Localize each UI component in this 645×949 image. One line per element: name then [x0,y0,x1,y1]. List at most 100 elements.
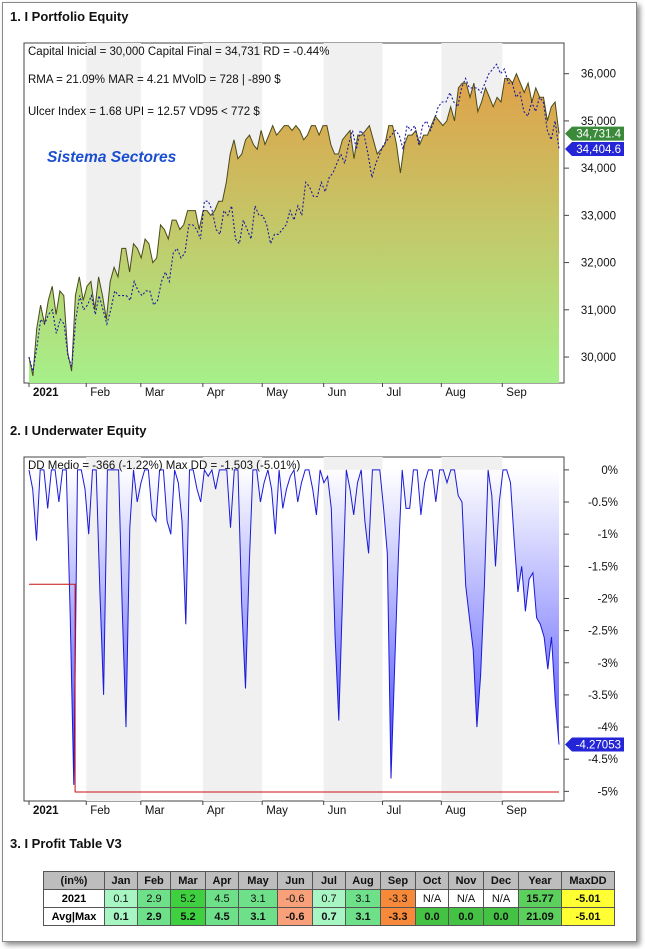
profit-table-cell: -3.3 [380,907,416,926]
profit-table-cell: N/A [415,889,449,908]
profit-table-header-cell: Oct [415,871,449,890]
underwater-section-title: 2. I Underwater Equity [10,423,147,438]
profit-table-cell: -5.01 [561,889,615,908]
profit-table-header-cell: Aug [345,871,381,890]
profit-table-header-cell: Year [518,871,562,890]
profit-table-cell: -0.6 [277,907,313,926]
equity-y-tick-label: 30,000 [581,352,616,364]
profit-table-row-label: Avg|Max [43,907,105,926]
equity-x-tick-label: Jul [387,387,402,399]
underwater-x-tick-label: Aug [445,805,465,817]
benchmark-last-value-label: 34,404.6 [565,142,624,157]
profit-table-cell: N/A [483,889,519,908]
underwater-x-tick-label: Sep [506,805,526,817]
profit-table-cell: 0.7 [312,907,346,926]
underwater-y-tick-label: 0% [601,465,618,477]
system-label: Sistema Sectores [47,149,177,166]
portfolio-equity-chart: 30,000 31,000 32,000 33,000 34,000 35,000 36,0… [23,42,624,399]
equity-y-tick-label: 34,000 [581,163,616,175]
equity-x-tick-label: 2021 [33,387,59,399]
profit-table-cell: 2.9 [137,889,171,908]
profit-table-cell: 2.9 [137,907,171,926]
profit-table-header-cell: Apr [205,871,239,890]
equity-x-tick-label: Sep [506,387,526,399]
profit-table-header-cell: May [238,871,278,890]
underwater-last-value-text: -4.27053 [576,739,621,751]
profit-table-cell: 0.7 [312,889,346,908]
profit-table-header-cell: Sep [380,871,416,890]
equity-x-tick-label: May [266,387,288,399]
profit-table-cell: 3.1 [345,889,381,908]
equity-area [29,73,559,383]
profit-table-cell: 3.1 [238,907,278,926]
profit-table-cell: -3.3 [380,889,416,908]
profit-table-cell: 0.1 [104,907,138,926]
underwater-x-tick-label: Jul [387,805,402,817]
profit-section-title: 3. I Profit Table V3 [10,836,122,851]
profit-table-header-cell: (in%) [43,871,105,890]
profit-table-header-cell: Mar [170,871,206,890]
equity-x-tick-label: Apr [207,387,225,399]
profit-table-cell: 3.1 [345,907,381,926]
equity-y-tick-label: 35,000 [581,116,616,128]
profit-table-cell: 21.09 [518,907,562,926]
equity-y-tick-label: 36,000 [581,69,616,81]
profit-table-row: 2021 0.1 2.9 5.2 4.5 3.1 -0.6 0.7 3.1 -3.3 N/A N/A N… [43,889,615,908]
equity-x-tick-label: Aug [445,387,465,399]
benchmark-last-value-text: 34,404.6 [576,144,621,156]
profit-table-cell: 0.0 [448,907,484,926]
underwater-y-tick-label: -1% [598,529,618,541]
equity-line [28,72,560,377]
profit-table-row: Avg|Max 0.1 2.9 5.2 4.5 3.1 -0.6 0.7 3.1 -3.3 0.0 0… [43,907,615,926]
equity-x-tick-label: Jun [328,387,347,399]
equity-stats-line-2: RMA = 21.09% MAR = 4.21 MVolD = 728 | -8… [28,74,281,86]
max-drawdown-line [29,583,559,793]
underwater-x-tick-label: 2021 [33,805,59,817]
underwater-y-tick-label: -2.5% [588,626,618,638]
profit-table-cell: 0.0 [415,907,449,926]
profit-table-row-label: 2021 [43,889,105,908]
underwater-y-tick-label: -4% [598,722,618,734]
underwater-x-tick-label: Apr [207,805,225,817]
profit-table-cell: -5.01 [561,907,615,926]
equity-x-tick-label: Mar [145,387,165,399]
profit-table-cell: 0.0 [483,907,519,926]
equity-y-tick-label: 33,000 [581,210,616,222]
profit-table-cell: 3.1 [238,889,278,908]
underwater-stats-text: DD Medio = -366 (-1.22%) Max DD = -1,503… [28,460,300,472]
profit-table-header-cell: Nov [448,871,484,890]
equity-last-value-label: 34,731.4 [565,126,624,141]
profit-table-cell: 0.1 [104,889,138,908]
benchmark-line [28,63,560,372]
underwater-y-tick-label: -5% [598,786,618,798]
equity-y-tick-label: 32,000 [581,258,616,270]
profit-table-cell: 5.2 [170,889,206,908]
profit-table-header-cell: Jan [104,871,138,890]
profit-table-cell: 4.5 [205,907,239,926]
underwater-x-tick-label: Jun [328,805,347,817]
underwater-y-tick-label: -3.5% [588,690,618,702]
equity-x-tick-label: Feb [90,387,110,399]
equity-stats-line-1: Capital Inicial = 30,000 Capital Final =… [28,46,329,58]
underwater-equity-chart: 0% -0.5% -1% -1.5% -2% -2.5% -3% -3.5% -4% -4.5% -… [23,456,624,817]
profit-table-header-cell: MaxDD [561,871,615,890]
profit-table-cell: N/A [448,889,484,908]
underwater-y-tick-label: -3% [598,658,618,670]
profit-table-cell: 5.2 [170,907,206,926]
profit-table-cell: 4.5 [205,889,239,908]
underwater-last-value-label: -4.27053 [565,737,624,752]
underwater-y-tick-label: -0.5% [588,497,618,509]
profit-table-header-cell: Jun [277,871,313,890]
equity-last-value-text: 34,731.4 [576,129,621,141]
underwater-y-tick-label: -2% [598,593,618,605]
profit-table-header-cell: Feb [137,871,171,890]
profit-table-header-cell: Jul [312,871,346,890]
profit-table: (in%) Jan Feb Mar Apr May Jun Jul Aug Sep Oct Nov De… [43,871,615,926]
profit-table-cell: 15.77 [518,889,562,908]
equity-stats-line-3: Ulcer Index = 1.68 UPI = 12.57 VD95 < 77… [28,106,260,118]
underwater-x-tick-label: Feb [90,805,110,817]
underwater-y-tick-label: -4.5% [588,754,618,766]
equity-section-title: 1. I Portfolio Equity [10,9,129,24]
equity-y-tick-label: 31,000 [581,305,616,317]
underwater-y-tick-label: -1.5% [588,561,618,573]
